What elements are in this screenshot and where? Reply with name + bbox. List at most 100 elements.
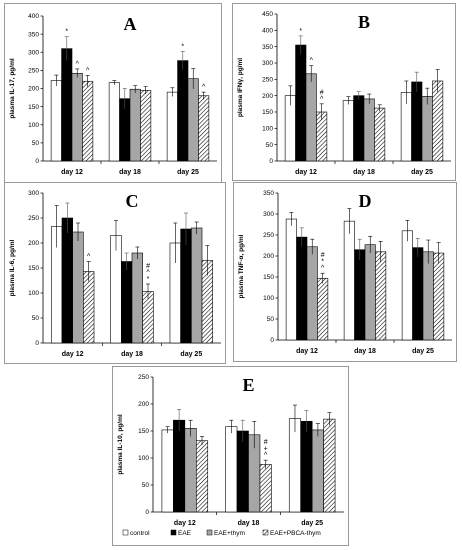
- y-tick-label: 400: [28, 13, 39, 20]
- bar: [364, 244, 376, 341]
- bar: [306, 246, 318, 341]
- bar: [140, 90, 152, 162]
- legend-label: EAE+thym: [214, 530, 245, 537]
- legend-label: EAE+PBCA-thym: [270, 530, 321, 537]
- significance-marker: *: [147, 276, 150, 283]
- bar: [296, 236, 308, 341]
- bar: [71, 72, 83, 162]
- significance-marker: ^: [320, 96, 324, 103]
- bar: [225, 426, 238, 513]
- x-category-label: day 18: [119, 169, 141, 176]
- y-tick-label: 200: [28, 240, 39, 247]
- significance-marker: +: [264, 446, 268, 453]
- x-category-label: day 25: [180, 351, 202, 358]
- y-tick-label: 200: [263, 253, 274, 260]
- bar: [72, 231, 84, 344]
- bar: [288, 418, 302, 513]
- significance-marker: ^: [310, 58, 314, 65]
- y-tick-label: 250: [28, 68, 39, 75]
- bar: [354, 249, 366, 341]
- bar: [375, 251, 387, 341]
- y-tick-label: 100: [262, 126, 273, 133]
- legend-swatch: [206, 529, 213, 536]
- panel-label: A: [124, 14, 137, 34]
- bar: [323, 418, 336, 513]
- y-tick-label: 100: [138, 455, 149, 462]
- y-tick-label: 0: [35, 158, 39, 165]
- y-tick-label: 100: [28, 290, 39, 297]
- y-tick-label: 450: [262, 11, 273, 18]
- y-tick-label: 100: [28, 122, 39, 129]
- y-tick-label: 400: [262, 28, 273, 35]
- chart-panel-b: 0 50 100 150 200 250 300 350 400 450 plasma IFNγ, …: [232, 3, 456, 181]
- y-tick-label: 250: [28, 215, 39, 222]
- bar: [184, 427, 197, 513]
- y-tick-label: 300: [28, 49, 39, 56]
- legend-swatch: [170, 529, 177, 536]
- chart-panel-a: 0 50 100 150 200 250 300 350 400 plasma IL-17, pg…: [4, 3, 222, 183]
- bar: [177, 60, 189, 162]
- x-category-label: day 25: [411, 169, 433, 176]
- y-axis-label: plasma IL-6, pg/ml: [9, 239, 16, 296]
- panel-label: C: [126, 191, 139, 211]
- x-category-label: day 12: [295, 169, 317, 176]
- panel-label: E: [242, 375, 254, 395]
- significance-marker: #: [264, 439, 268, 446]
- x-category-label: day 12: [61, 169, 83, 176]
- y-tick-label: 50: [32, 315, 40, 322]
- bar: [198, 95, 210, 162]
- bar: [353, 95, 365, 162]
- x-category-label: day 18: [354, 348, 376, 355]
- x-category-label: day 18: [353, 169, 375, 176]
- bar: [295, 44, 307, 162]
- bar: [433, 252, 445, 341]
- y-tick-label: 200: [28, 86, 39, 93]
- significance-marker: #: [321, 252, 325, 259]
- y-tick-label: 150: [262, 109, 273, 116]
- x-category-label: day 25: [301, 520, 323, 527]
- bar: [61, 217, 73, 344]
- x-category-label: day 25: [177, 169, 199, 176]
- significance-marker: *: [299, 28, 302, 35]
- y-tick-label: 0: [35, 340, 39, 347]
- y-axis-label: plasma IL-17, pg/ml: [9, 58, 16, 119]
- bar: [166, 91, 178, 162]
- y-tick-label: 50: [267, 316, 275, 323]
- y-tick-label: 350: [263, 190, 274, 197]
- chart-d-svg: 0 50 100 150 200 250 300 350 plasma TNF-α, pg/ml…: [238, 190, 452, 355]
- chart-b-svg: 0 50 100 150 200 250 300 350 400 450 plasma IFNγ, …: [237, 11, 451, 176]
- y-axis-label: plasma IL-10, pg/ml: [117, 414, 124, 475]
- bar: [401, 230, 413, 341]
- significance-marker: ^: [202, 84, 206, 91]
- y-tick-label: 250: [138, 374, 149, 381]
- panel-label: D: [359, 191, 372, 211]
- y-axis-label: plasma IFNγ, pg/ml: [237, 58, 244, 117]
- bar: [259, 464, 272, 513]
- y-tick-label: 150: [28, 104, 39, 111]
- x-category-label: day 12: [62, 351, 84, 358]
- bar: [432, 80, 444, 162]
- y-tick-label: 200: [138, 401, 149, 408]
- bar: [412, 247, 424, 341]
- legend-label: EAE: [178, 530, 192, 537]
- bar: [411, 81, 423, 162]
- y-tick-label: 0: [270, 337, 274, 344]
- significance-marker: ^: [76, 61, 80, 68]
- chart-c-svg: 0 50 100 150 200 250 300 plasma IL-6, pg/ml Cday…: [9, 190, 221, 358]
- y-tick-label: 150: [28, 265, 39, 272]
- bar: [173, 419, 186, 513]
- bar: [311, 429, 324, 513]
- bar: [187, 78, 199, 162]
- y-tick-label: 300: [262, 60, 273, 67]
- bar: [342, 100, 354, 162]
- bar: [83, 271, 95, 344]
- significance-marker: *: [65, 29, 68, 36]
- bar: [285, 218, 297, 341]
- panel-label: B: [358, 12, 370, 32]
- y-axis-label: plasma TNF-α, pg/ml: [238, 234, 245, 298]
- bar: [131, 252, 143, 344]
- bar: [363, 98, 375, 162]
- y-tick-label: 250: [263, 232, 274, 239]
